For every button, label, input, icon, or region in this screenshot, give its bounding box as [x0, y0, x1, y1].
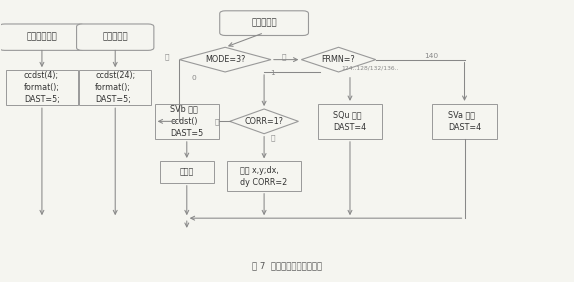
Text: 是: 是: [271, 134, 276, 141]
Bar: [79, 70, 151, 105]
Text: 求出 x,y;dx,
dy CORR=2: 求出 x,y;dx, dy CORR=2: [241, 166, 288, 187]
Text: 124..128/132/136..: 124..128/132/136..: [342, 65, 399, 70]
Text: MODE=3?: MODE=3?: [205, 55, 245, 64]
Text: 140: 140: [424, 53, 439, 59]
Text: 否: 否: [165, 54, 169, 60]
FancyBboxPatch shape: [0, 24, 85, 50]
Text: 活动区处理: 活动区处理: [102, 33, 128, 42]
FancyBboxPatch shape: [76, 24, 154, 50]
Polygon shape: [301, 47, 376, 72]
Text: 图 7  图像处理程序模块流图: 图 7 图像处理程序模块流图: [252, 261, 322, 270]
Text: 否: 否: [215, 118, 219, 125]
Polygon shape: [230, 109, 298, 134]
Polygon shape: [179, 47, 271, 72]
Text: ccdst(4);
format();
DAST=5;: ccdst(4); format(); DAST=5;: [24, 71, 60, 104]
Text: 0: 0: [192, 75, 197, 81]
Bar: [432, 104, 497, 139]
Text: 格式化: 格式化: [180, 168, 194, 176]
Text: SVa 内插
DAST=4: SVa 内插 DAST=4: [448, 111, 481, 132]
Text: 爆发模式处理: 爆发模式处理: [26, 33, 57, 42]
Text: 宁静态处理: 宁静态处理: [251, 19, 277, 28]
Text: 1: 1: [270, 70, 274, 76]
Bar: [227, 161, 301, 191]
Bar: [155, 104, 219, 139]
Text: 是: 是: [281, 54, 286, 60]
Text: FRMN=?: FRMN=?: [321, 55, 355, 64]
Text: SVb 内插
ccdst()
DAST=5: SVb 内插 ccdst() DAST=5: [170, 105, 203, 138]
Text: CORR=1?: CORR=1?: [245, 117, 284, 126]
Text: ccdst(24);
format();
DAST=5;: ccdst(24); format(); DAST=5;: [95, 71, 135, 104]
Bar: [160, 161, 214, 183]
Bar: [318, 104, 382, 139]
Bar: [6, 70, 77, 105]
FancyBboxPatch shape: [220, 11, 308, 36]
Text: SQu 内插
DAST=4: SQu 内插 DAST=4: [333, 111, 367, 132]
